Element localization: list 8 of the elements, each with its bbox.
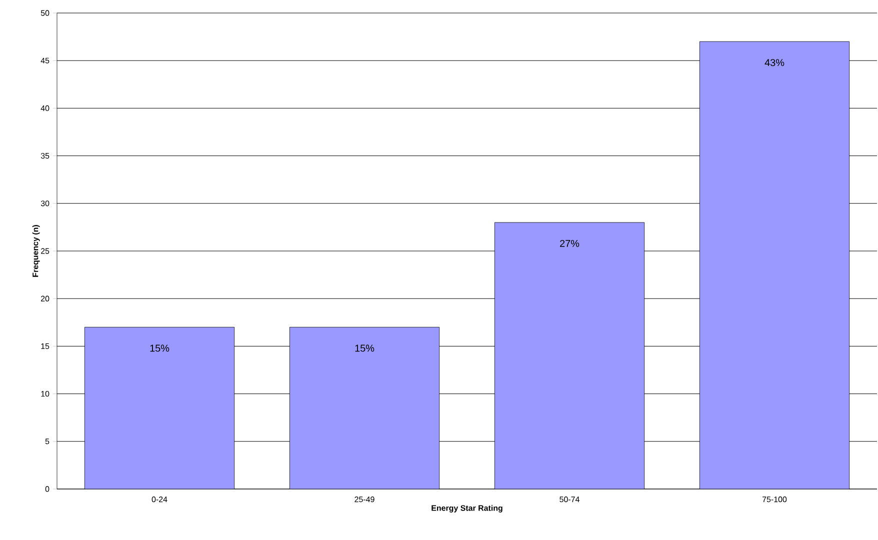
bar <box>494 222 645 489</box>
annotation: 43% <box>764 59 784 66</box>
annotation: 27% <box>560 240 580 247</box>
annotation: 15% <box>150 344 170 352</box>
annotation: 15% <box>355 344 374 352</box>
bar <box>84 326 235 489</box>
bar <box>289 326 440 489</box>
bar <box>699 41 850 489</box>
